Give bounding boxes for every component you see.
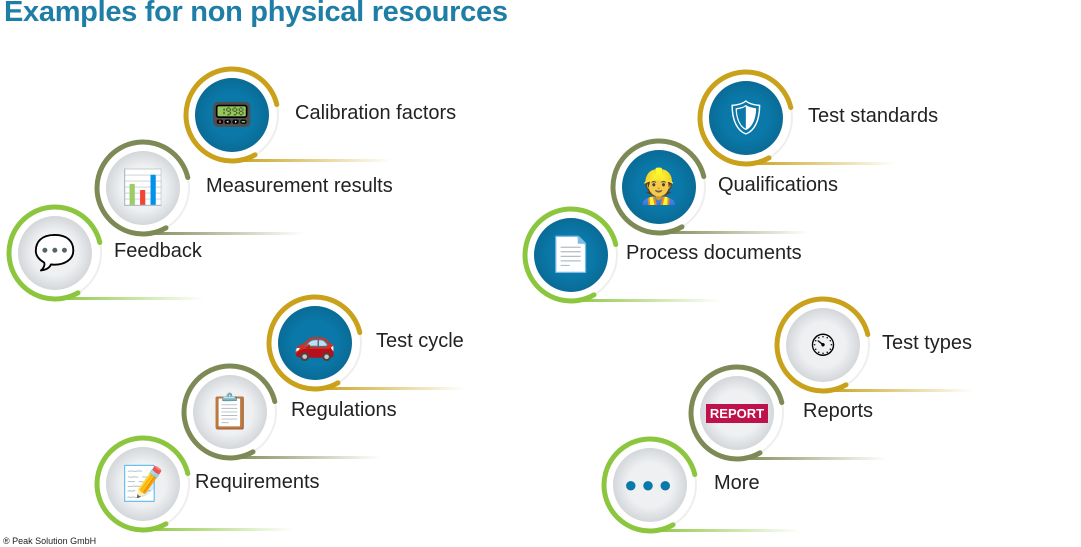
page-title: Examples for non physical resources	[4, 0, 508, 28]
ring-graphic	[697, 69, 896, 167]
ring-graphic	[183, 66, 392, 164]
ring-graphic	[94, 139, 303, 237]
calibration-device-icon: 📟	[210, 96, 254, 134]
ring-graphic	[266, 294, 465, 392]
ring-graphic	[774, 296, 973, 394]
item-label: Regulations	[291, 399, 397, 421]
item-label: Requirements	[195, 471, 320, 493]
document-pen-icon: 📝	[121, 465, 165, 503]
item-label: Test cycle	[376, 330, 464, 352]
documents-cycle-icon: 📄	[549, 236, 593, 274]
speedometer-icon: ⏲	[809, 325, 837, 364]
checklist-badge-icon: 📋	[208, 393, 252, 431]
item-label: Test standards	[808, 105, 939, 127]
ring-graphic	[181, 363, 380, 461]
item-label: Measurement results	[206, 175, 393, 197]
report-document-icon: REPORT	[701, 377, 773, 449]
item-label: Feedback	[114, 240, 202, 262]
chart-magnifier-icon: 📊	[121, 169, 165, 207]
item-label: Calibration factors	[295, 102, 457, 124]
item-label: More	[714, 472, 760, 494]
ring-graphic	[610, 138, 809, 236]
ring-graphic	[522, 206, 721, 304]
ring-graphic	[6, 204, 205, 302]
worker-checks-icon: 👷	[637, 168, 681, 206]
ring-graphic	[601, 436, 800, 534]
ring-graphic	[94, 435, 293, 533]
item-label: Qualifications	[718, 174, 839, 196]
feedback-chat-icon: 💬	[33, 234, 77, 272]
item-label: Process documents	[626, 242, 802, 264]
more-dots-icon: ●●●	[624, 472, 676, 497]
copyright: ® Peak Solution GmbH	[3, 536, 97, 546]
item-label: Test types	[882, 332, 973, 354]
item-label: Reports	[803, 400, 874, 422]
car-cycle-icon: 🚗	[293, 324, 337, 362]
clipboard-shield-icon: 🛡	[724, 99, 768, 137]
